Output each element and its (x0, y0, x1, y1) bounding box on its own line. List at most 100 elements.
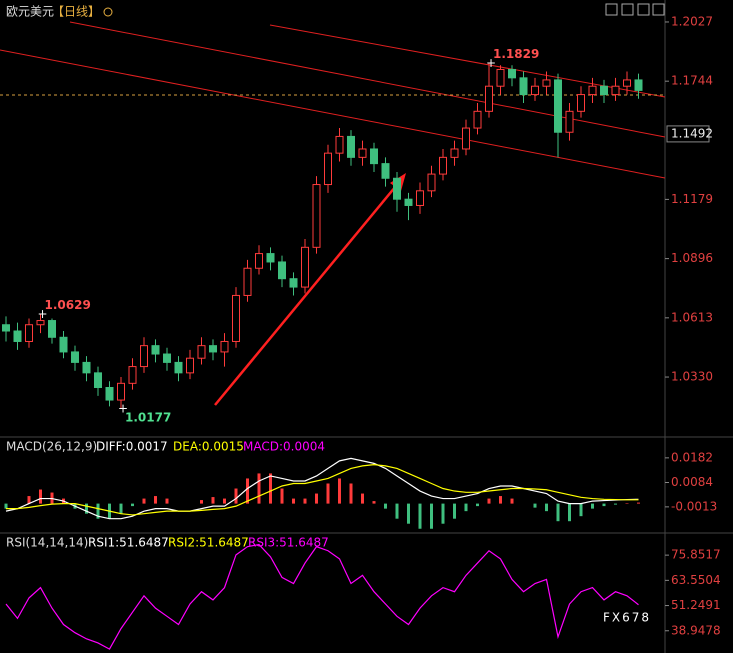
candle-body (404, 198, 413, 206)
candle-body (48, 320, 56, 338)
candle-body (462, 127, 470, 150)
candle-body (347, 135, 355, 158)
y-tick-label: 63.5504 (671, 573, 721, 587)
candle-body (473, 110, 482, 129)
candle-body (416, 190, 424, 206)
candle-body (439, 156, 447, 175)
chart-title: 欧元美元 (6, 5, 54, 19)
tool-button[interactable] (637, 3, 650, 16)
toolbar[interactable] (605, 3, 665, 16)
y-tick-label: 51.2491 (671, 598, 721, 612)
candle-body (312, 184, 321, 248)
marker-cross: + (118, 402, 128, 416)
candle-body (588, 85, 597, 96)
candle-body (519, 77, 528, 96)
channel-line (0, 49, 666, 179)
price-annotation: 1.0177 (125, 411, 171, 425)
add-icon[interactable] (103, 7, 113, 17)
marker-cross: + (38, 307, 48, 321)
candle-body (243, 267, 252, 296)
channel-line (69, 21, 666, 138)
candle-body (186, 357, 194, 374)
candle-body (335, 135, 344, 154)
y-tick-label: 1.1744 (671, 74, 713, 88)
candle-body (531, 85, 539, 96)
candle-body (623, 79, 631, 87)
candle-body (151, 345, 160, 355)
candle-body (71, 351, 79, 363)
candle-body (634, 79, 643, 91)
candle-body (600, 85, 608, 96)
candle-body (197, 345, 206, 359)
y-tick-label: 1.2027 (671, 14, 713, 28)
candle-body (232, 294, 240, 342)
tool-button[interactable] (652, 3, 665, 16)
candle-body (36, 320, 45, 326)
last-price-box (666, 125, 710, 143)
channel-line (269, 24, 666, 98)
candle-body (508, 68, 516, 79)
candle-body (13, 330, 22, 342)
candle-body (301, 246, 309, 288)
legend-entry: MACD:0.0004 (243, 440, 325, 454)
legend-entry: DEA:0.0015 (173, 440, 244, 454)
price-annotation: 1.1829 (493, 47, 539, 61)
candle-body (278, 261, 286, 280)
candle-body (2, 324, 10, 332)
candle-body (289, 278, 298, 288)
candle-body (117, 382, 125, 401)
candle-body (266, 253, 275, 263)
marker-cross: + (486, 56, 496, 70)
y-tick-label: 1.1179 (671, 192, 713, 206)
tool-button[interactable] (621, 3, 634, 16)
watermark: FX678 (603, 611, 651, 625)
candle-body (370, 148, 378, 165)
candle-body (358, 148, 367, 158)
tool-button[interactable] (605, 3, 618, 16)
candle-body (140, 345, 148, 368)
macd-line (5, 457, 639, 520)
macd-line (6, 464, 639, 516)
candle-body (381, 163, 390, 179)
trend-arrow (214, 185, 397, 406)
candle-body (611, 85, 620, 96)
y-tick-label: 1.0330 (671, 370, 713, 384)
candle-body (25, 324, 33, 342)
legend-entry: RSI2:51.6487 (168, 536, 249, 550)
legend-entry: RSI1:51.6487 (88, 536, 169, 550)
candle-body (128, 366, 137, 384)
candle-body (59, 336, 68, 353)
last-price-label: 1.1492 (671, 126, 713, 140)
candle-body (255, 253, 263, 269)
rsi-line (5, 543, 639, 650)
y-tick-label: 0.0084 (671, 475, 713, 489)
panel-title: RSI(14,14,14) (6, 536, 88, 550)
y-tick-label: 75.8517 (671, 548, 721, 562)
chart-subtitle: 【日线】 (52, 5, 100, 19)
candle-body (324, 152, 332, 186)
y-tick-label: 1.0613 (671, 310, 713, 324)
candle-body (174, 361, 183, 374)
candle-body (163, 353, 171, 363)
candle-body (542, 79, 551, 87)
y-tick-label: 1.0896 (671, 251, 713, 265)
candle-body (82, 361, 91, 374)
candle-body (209, 345, 217, 353)
y-tick-label: -0.0013 (671, 499, 717, 513)
candle-body (94, 372, 102, 389)
candle-body (485, 85, 493, 112)
y-tick-label: 0.0182 (671, 450, 713, 464)
candle-body (220, 340, 229, 353)
candle-body (427, 173, 436, 192)
candle-body (565, 110, 574, 133)
y-tick-label: 38.9478 (671, 623, 721, 637)
price-annotation: 1.0629 (45, 298, 91, 312)
panel-title: MACD(26,12,9) (6, 440, 97, 454)
candle-body (450, 148, 459, 158)
candle-body (554, 79, 562, 133)
candle-body (393, 177, 401, 200)
candle-body (577, 94, 585, 112)
